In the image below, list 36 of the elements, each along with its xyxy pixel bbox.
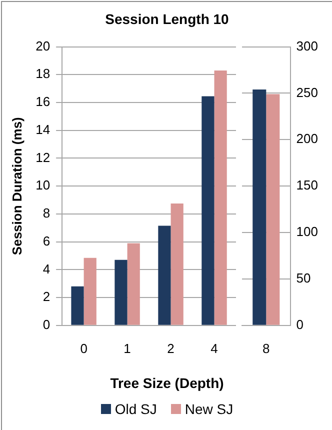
y2-tick-label: 250 xyxy=(296,84,318,100)
bar xyxy=(214,70,227,325)
y-tick-label: 0 xyxy=(42,316,50,332)
x-tick-label: 8 xyxy=(262,340,270,356)
y-tick-label: 18 xyxy=(36,66,50,82)
y2-tick-label: 200 xyxy=(296,131,318,146)
y-tick-label: 10 xyxy=(36,178,50,193)
y-tick-label: 20 xyxy=(36,38,50,54)
bar xyxy=(114,260,128,325)
y-tick-label: 8 xyxy=(42,206,50,221)
legend-label: New SJ xyxy=(184,401,234,417)
bar xyxy=(127,243,140,325)
y-tick-label: 6 xyxy=(42,233,50,248)
bar xyxy=(202,96,214,325)
y-tick-label: 4 xyxy=(42,261,50,276)
y2-tick-label: 150 xyxy=(296,178,318,193)
x-tick-label: 4 xyxy=(210,340,218,356)
x-tick-label: 2 xyxy=(167,340,174,356)
y-tick-label: 2 xyxy=(42,289,50,304)
legend-label: Old SJ xyxy=(114,401,157,417)
bar xyxy=(84,258,96,325)
x-tick-label: 1 xyxy=(124,340,131,356)
y2-tick-label: 300 xyxy=(296,38,318,54)
chart-title: Session Length 10 xyxy=(104,10,230,29)
y2-tick-label: 50 xyxy=(296,270,311,286)
y2-tick-label: 100 xyxy=(296,224,318,240)
bar xyxy=(170,204,184,325)
bar xyxy=(158,226,171,325)
y2-tick-label: 0 xyxy=(296,316,304,332)
x-tick-label: 0 xyxy=(80,340,88,356)
y-axis-title: Session Duration (ms) xyxy=(9,117,24,256)
y-tick-label: 16 xyxy=(36,94,50,110)
x-axis-title: Tree Size (Depth) xyxy=(109,375,225,391)
bar xyxy=(71,286,84,325)
y-tick-label: 12 xyxy=(36,150,50,165)
y-tick-label: 14 xyxy=(36,122,50,137)
